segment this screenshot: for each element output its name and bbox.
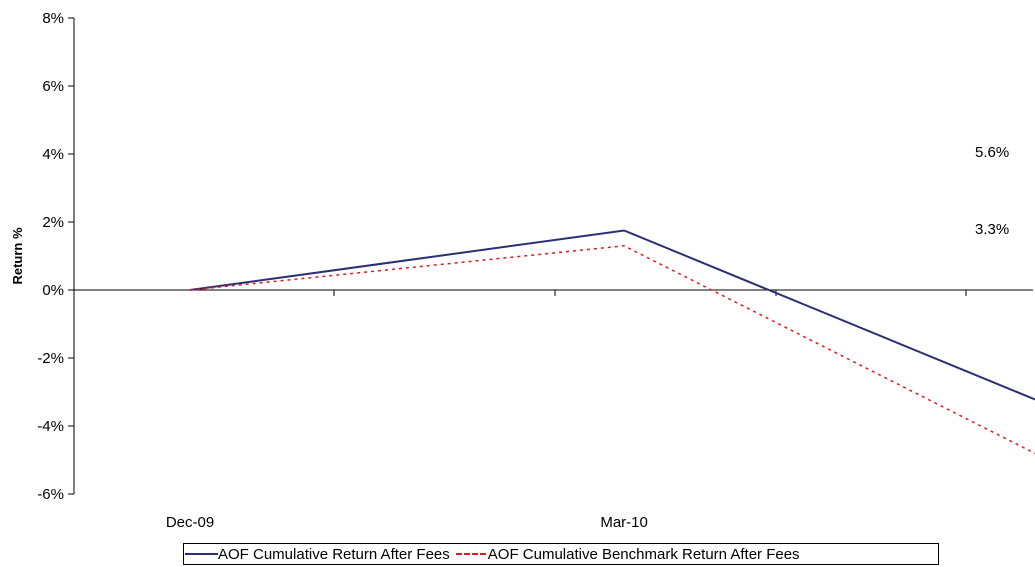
y-tick-label: 4% (42, 146, 64, 163)
y-tick-label: -6% (37, 486, 64, 503)
annotation-benchmark-end: 3.3% (975, 221, 1009, 238)
y-tick-label: 2% (42, 214, 64, 231)
y-tick-label: -4% (37, 418, 64, 435)
x-tick-label: Dec-09 (166, 514, 214, 531)
legend: AOF Cumulative Return After Fees AOF Cum… (183, 543, 939, 565)
y-tick-label: -2% (37, 350, 64, 367)
series-layer (189, 229, 1035, 455)
labels-layer: -6%-4%-2%0%2%4%6%8%Dec-09Mar-10Jun-10Sep… (10, 10, 1009, 531)
series-line-return (189, 229, 1035, 401)
y-tick-label: 6% (42, 78, 64, 95)
y-axis-title: Return % (10, 227, 25, 285)
legend-item-return: AOF Cumulative Return After Fees (184, 546, 450, 563)
axes (68, 17, 1033, 495)
legend-item-benchmark: AOF Cumulative Benchmark Return After Fe… (454, 546, 800, 563)
legend-swatch-solid-line (184, 549, 218, 559)
legend-label-benchmark: AOF Cumulative Benchmark Return After Fe… (487, 545, 800, 563)
x-tick-label: Mar-10 (600, 514, 648, 531)
y-tick-label: 8% (42, 10, 64, 27)
annotation-return-end: 5.6% (975, 144, 1009, 161)
legend-swatch-dotted-line (454, 549, 488, 559)
series-line-benchmark (189, 245, 1035, 455)
y-tick-label: 0% (42, 282, 64, 299)
legend-label-return: AOF Cumulative Return After Fees (218, 545, 450, 563)
